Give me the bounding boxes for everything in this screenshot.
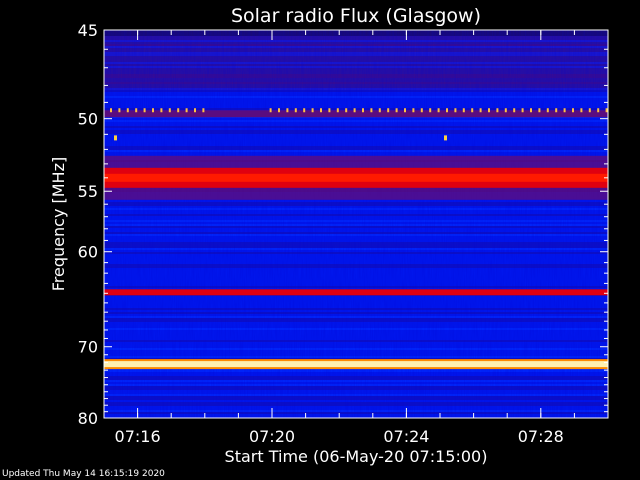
- burst-dot: [437, 108, 440, 113]
- burst-dot: [504, 108, 507, 113]
- burst-dot: [294, 108, 297, 113]
- burst-dot: [311, 108, 314, 113]
- burst-dot: [395, 108, 398, 113]
- burst-dot: [521, 108, 524, 113]
- burst-dot: [202, 108, 205, 113]
- y-tick-label: 55: [78, 182, 98, 201]
- burst-dot: [110, 108, 112, 113]
- band-intermittent-bg: [104, 110, 608, 118]
- burst-dot: [118, 108, 121, 113]
- emission-bands: [104, 108, 608, 370]
- burst-dot: [135, 108, 138, 113]
- burst-dot: [177, 108, 180, 113]
- burst-dot: [471, 108, 474, 113]
- burst-dot: [572, 108, 574, 113]
- y-axis: 45 50 55 60 70 80: [78, 21, 608, 428]
- band-narrow: [104, 289, 608, 296]
- burst-dot: [152, 108, 154, 113]
- burst-dot: [278, 108, 280, 113]
- burst-dot: [387, 108, 390, 113]
- burst-dot: [597, 108, 600, 113]
- chart-title: Solar radio Flux (Glasgow): [231, 5, 481, 27]
- burst-dot: [538, 108, 541, 113]
- y-axis-label: Frequency [MHz]: [49, 157, 68, 291]
- burst-dot: [530, 108, 532, 113]
- y-tick-label: 60: [78, 243, 98, 262]
- burst-dot: [194, 108, 196, 113]
- burst-dot: [160, 108, 163, 113]
- band-core: [104, 173, 608, 182]
- burst-dot: [580, 108, 583, 113]
- x-tick-label: 07:24: [383, 427, 429, 446]
- x-tick-label: 07:20: [249, 427, 295, 446]
- updated-timestamp: Updated Thu May 14 16:15:19 2020: [2, 469, 165, 479]
- y-tick-label: 70: [78, 338, 98, 357]
- burst-dot: [336, 108, 339, 113]
- band-saturated: [104, 361, 608, 368]
- burst-dot: [454, 108, 457, 113]
- burst-dot: [345, 108, 348, 113]
- burst-dot: [588, 108, 591, 113]
- burst-dot: [605, 108, 608, 113]
- burst-dot: [286, 108, 289, 113]
- burst-dot: [563, 108, 566, 113]
- x-axis-label: Start Time (06-May-20 07:15:00): [225, 447, 488, 466]
- burst-dot: [479, 108, 482, 113]
- burst-dot: [404, 108, 406, 113]
- burst-dot: [370, 108, 373, 113]
- burst-dot: [546, 108, 549, 113]
- burst-dot: [555, 108, 558, 113]
- burst-dot: [114, 135, 117, 141]
- y-tick-label: 50: [78, 110, 98, 129]
- burst-dot: [412, 108, 415, 113]
- x-tick-label: 07:16: [115, 427, 161, 446]
- y-tick-label: 45: [78, 21, 98, 40]
- burst-dot: [168, 108, 171, 113]
- burst-dot: [462, 108, 465, 113]
- burst-dot: [496, 108, 499, 113]
- x-tick-label: 07:28: [518, 427, 564, 446]
- burst-dot: [513, 108, 516, 113]
- burst-dot: [444, 135, 447, 141]
- burst-dot: [269, 108, 272, 113]
- burst-dot: [126, 108, 129, 113]
- burst-dot: [143, 108, 146, 113]
- x-axis: 07:16 07:20 07:24 07:28: [103, 30, 609, 446]
- burst-dot: [320, 108, 322, 113]
- burst-dot: [420, 108, 423, 113]
- heatmap-texture: [104, 30, 608, 418]
- burst-dot: [429, 108, 432, 113]
- burst-dot: [446, 108, 448, 113]
- burst-dot: [303, 108, 306, 113]
- burst-dot: [328, 108, 331, 113]
- y-tick-label: 80: [78, 409, 98, 428]
- burst-dot: [488, 108, 490, 113]
- plot-frame: [103, 29, 609, 419]
- burst-dot: [378, 108, 381, 113]
- burst-dot: [185, 108, 188, 113]
- burst-dot: [353, 108, 356, 113]
- burst-dot: [362, 108, 364, 113]
